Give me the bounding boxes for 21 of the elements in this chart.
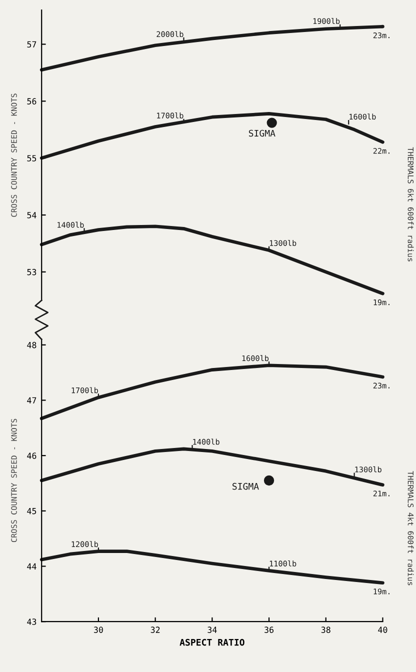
x-tick-label: 30 <box>94 626 103 633</box>
y-tick-label: 56 <box>27 98 36 104</box>
y-tick-label: 43 <box>27 618 36 625</box>
y-tick-label: 54 <box>27 212 36 218</box>
line-series <box>40 550 384 585</box>
x-tick-label: 40 <box>378 626 388 633</box>
y-tick-label: 48 <box>27 342 36 348</box>
series-label: SIGMA <box>232 482 259 490</box>
y-tick-label: 53 <box>27 268 36 276</box>
x-tick-label: 34 <box>208 626 217 633</box>
x-tick-label: 32 <box>150 626 160 633</box>
y-tick-label: 57 <box>27 41 36 48</box>
y-tick-label: 44 <box>27 563 36 570</box>
x-tick-label: 38 <box>321 626 330 633</box>
x-axis-title: ASPECT RATIO <box>180 638 244 646</box>
series-label: SIGMA <box>248 130 276 137</box>
y-tick-label: 45 <box>27 508 36 514</box>
x-tick-label: 36 <box>264 626 274 633</box>
y-tick-label: 55 <box>27 155 36 162</box>
y-tick-label: 47 <box>27 397 36 404</box>
y-tick-label: 46 <box>27 452 36 459</box>
